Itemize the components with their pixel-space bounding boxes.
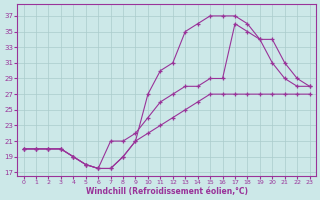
- X-axis label: Windchill (Refroidissement éolien,°C): Windchill (Refroidissement éolien,°C): [85, 187, 248, 196]
